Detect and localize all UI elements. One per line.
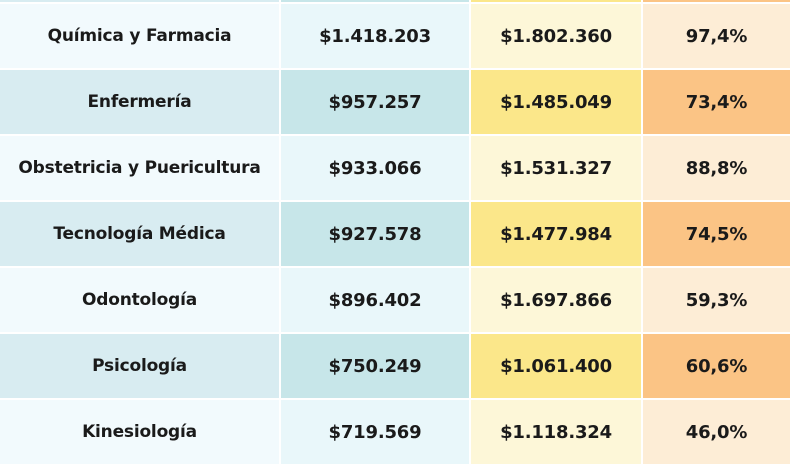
value2-cell: $1.531.327 [471,136,643,200]
header-cell-percent [643,0,790,2]
table-header-row [0,0,790,2]
value1-cell: $896.402 [281,268,471,332]
percent-cell: 59,3% [643,268,790,332]
career-name: Química y Farmacia [0,4,281,68]
header-cell-value2 [471,0,643,2]
percent-cell: 60,6% [643,334,790,398]
value1-cell: $927.578 [281,202,471,266]
value1-cell: $750.249 [281,334,471,398]
table-row: Psicología $750.249 $1.061.400 60,6% [0,332,790,398]
table-row: Química y Farmacia $1.418.203 $1.802.360… [0,2,790,68]
percent-cell: 88,8% [643,136,790,200]
value1-cell: $719.569 [281,400,471,464]
value1-cell: $933.066 [281,136,471,200]
value2-cell: $1.118.324 [471,400,643,464]
table-row: Odontología $896.402 $1.697.866 59,3% [0,266,790,332]
value2-cell: $1.697.866 [471,268,643,332]
career-name: Kinesiología [0,400,281,464]
career-name: Odontología [0,268,281,332]
header-cell-value1 [281,0,471,2]
header-cell-career [0,0,281,2]
career-name: Tecnología Médica [0,202,281,266]
value2-cell: $1.802.360 [471,4,643,68]
value1-cell: $957.257 [281,70,471,134]
table-row: Obstetricia y Puericultura $933.066 $1.5… [0,134,790,200]
career-name: Obstetricia y Puericultura [0,136,281,200]
percent-cell: 74,5% [643,202,790,266]
career-name: Enfermería [0,70,281,134]
table-row: Enfermería $957.257 $1.485.049 73,4% [0,68,790,134]
career-name: Psicología [0,334,281,398]
table-row: Tecnología Médica $927.578 $1.477.984 74… [0,200,790,266]
percent-cell: 97,4% [643,4,790,68]
table-row: Kinesiología $719.569 $1.118.324 46,0% [0,398,790,464]
value2-cell: $1.061.400 [471,334,643,398]
percent-cell: 46,0% [643,400,790,464]
value2-cell: $1.485.049 [471,70,643,134]
value1-cell: $1.418.203 [281,4,471,68]
value2-cell: $1.477.984 [471,202,643,266]
percent-cell: 73,4% [643,70,790,134]
